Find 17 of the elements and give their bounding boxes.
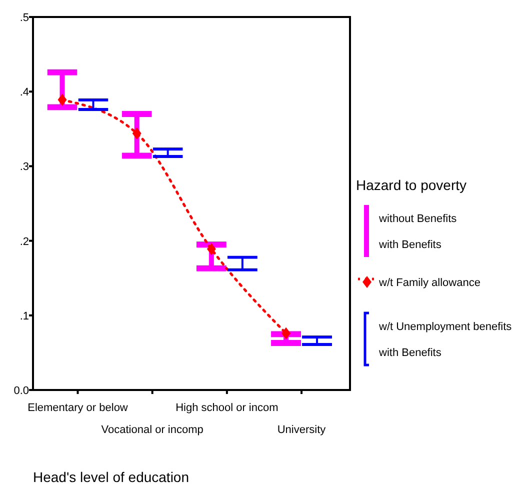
y-tick-label: .2 bbox=[20, 236, 29, 248]
x-tick-label: Vocational or incomp bbox=[101, 424, 204, 436]
y-tick-label: .1 bbox=[20, 310, 29, 322]
point bbox=[58, 94, 67, 106]
x-tick-label: High school or incom bbox=[176, 402, 278, 414]
y-tick-label: .3 bbox=[20, 161, 29, 174]
x-tick-label: Elementary or below bbox=[28, 402, 128, 414]
text: w/t Unemployment benefits with Benefits bbox=[379, 321, 512, 359]
legend-label: w/t Family allowance bbox=[378, 277, 480, 289]
text: without Benefits with Benefits bbox=[379, 213, 457, 251]
point bbox=[206, 243, 216, 256]
y-tick-label: .4 bbox=[20, 86, 29, 99]
x-axis-title: Head's level of education bbox=[33, 469, 189, 485]
y-tick-label: 0.0 bbox=[14, 385, 29, 397]
legend-title: Hazard to poverty bbox=[356, 177, 466, 193]
x-tick-label: University bbox=[277, 424, 326, 436]
y-tick-label: .5 bbox=[20, 12, 29, 24]
